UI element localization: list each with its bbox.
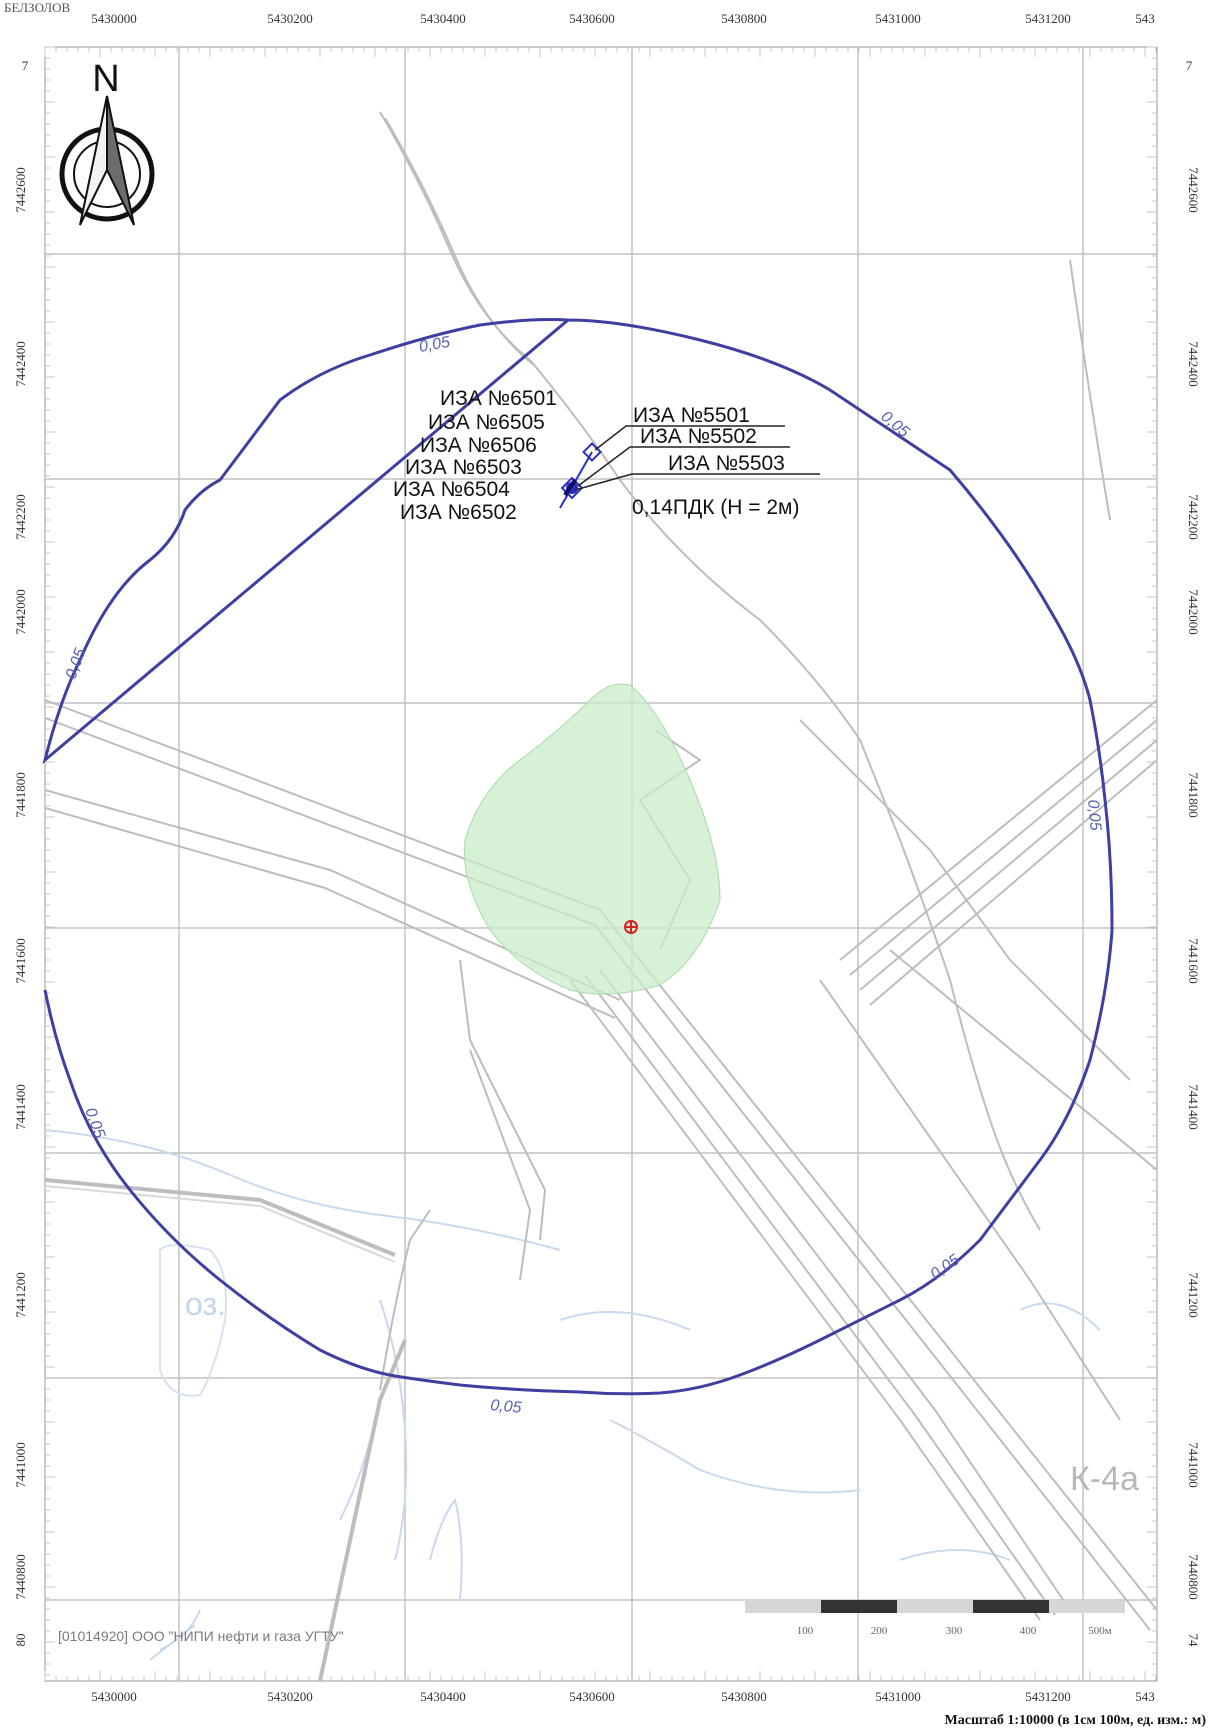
x-axis-tick-label: 5430400 bbox=[420, 1689, 466, 1704]
x-axis-tick-label: 5430800 bbox=[721, 1689, 767, 1704]
source-label: ИЗА №6501 bbox=[440, 387, 557, 410]
y-axis-tick-label: 7441800 bbox=[1186, 772, 1201, 818]
map-credit: [01014920] ООО "НИПИ нефти и газа УГТУ" bbox=[58, 1628, 344, 1644]
y-axis-tick-label: 7442600 bbox=[1186, 167, 1201, 213]
source-marker[interactable] bbox=[582, 442, 602, 462]
y-axis-tick-label: 7442600 bbox=[13, 167, 28, 213]
y-axis-partial-tick: 74 bbox=[1186, 1634, 1201, 1648]
max-concentration-point[interactable] bbox=[624, 920, 638, 934]
pollution-plume-area bbox=[463, 683, 721, 995]
isoline-label: 0,05 bbox=[418, 334, 452, 356]
y-axis-left-ticks: 7442600 7442400 7442200 7442000 7441800 74416… bbox=[13, 167, 28, 1600]
y-axis-partial-tick: 7 bbox=[22, 58, 29, 73]
x-axis-tick-label: 543 bbox=[1135, 11, 1155, 26]
y-axis-tick-label: 7441600 bbox=[13, 938, 28, 984]
source-label: ИЗА №5501 bbox=[633, 404, 750, 427]
y-axis-tick-label: 7442400 bbox=[13, 341, 28, 387]
north-arrow-compass-icon: N bbox=[59, 58, 155, 226]
scale-bar-label: 200 bbox=[871, 1625, 888, 1637]
lake-label: оз. bbox=[185, 1286, 226, 1322]
y-axis-partial-tick: 7 bbox=[1186, 58, 1193, 73]
scale-bar-label: 500м bbox=[1088, 1625, 1112, 1637]
x-axis-tick-label: 5431200 bbox=[1025, 1689, 1071, 1704]
x-axis-tick-label: 5431000 bbox=[875, 11, 921, 26]
x-axis-bottom-ticks: 5430000 5430200 5430400 5430600 5430800 54310… bbox=[91, 1689, 1155, 1704]
y-axis-tick-label: 7441600 bbox=[1186, 938, 1201, 984]
y-axis-tick-label: 7441400 bbox=[1186, 1084, 1201, 1130]
source-label: ИЗА №6505 bbox=[428, 411, 545, 434]
y-axis-tick-label: 7442400 bbox=[1186, 341, 1201, 387]
y-axis-tick-label: 7441200 bbox=[1186, 1272, 1201, 1318]
label-leaders bbox=[574, 425, 820, 491]
source-label: ИЗА №5503 bbox=[668, 452, 785, 475]
scale-caption: Масштаб 1:10000 (в 1см 100м, ед. изм.: м… bbox=[945, 1713, 1207, 1728]
water-features bbox=[44, 1129, 1101, 1661]
isoline-0-05 bbox=[42, 318, 1114, 1396]
y-axis-tick-label: 7442000 bbox=[13, 589, 28, 635]
source-labels-left: ИЗА №6501 ИЗА №6505 ИЗА №6506 ИЗА №6503 … bbox=[393, 387, 557, 524]
y-axis-tick-label: 7441000 bbox=[13, 1442, 28, 1488]
isoline-label: 0,05 bbox=[490, 1397, 523, 1417]
y-axis-tick-label: 7442200 bbox=[1186, 494, 1201, 540]
x-axis-tick-label: 5430200 bbox=[267, 1689, 313, 1704]
max-point-label: 0,14ПДК (Н = 2м) bbox=[632, 496, 799, 519]
x-axis-tick-label: 5431000 bbox=[875, 1689, 921, 1704]
y-axis-right-ticks: 7442600 7442400 7442200 7442000 7441800 74416… bbox=[1186, 167, 1201, 1600]
scale-bar: 100 200 300 400 500м bbox=[745, 1600, 1125, 1637]
x-axis-tick-label: 5430600 bbox=[569, 11, 615, 26]
x-axis-tick-label: 5430600 bbox=[569, 1689, 615, 1704]
x-axis-tick-label: 543 bbox=[1135, 1689, 1155, 1704]
x-axis-tick-label: 5430200 bbox=[267, 11, 313, 26]
block-label: К-4а bbox=[1070, 1460, 1139, 1498]
x-axis-tick-label: 5431200 bbox=[1025, 11, 1071, 26]
x-axis-tick-label: 5430000 bbox=[91, 1689, 137, 1704]
isoline-label: 0,05 bbox=[1084, 799, 1104, 832]
y-axis-tick-label: 7441000 bbox=[1186, 1442, 1201, 1488]
y-axis-tick-label: 7442000 bbox=[1186, 589, 1201, 635]
x-axis-tick-label: 5430400 bbox=[420, 11, 466, 26]
scale-bar-label: 300 bbox=[946, 1625, 963, 1637]
source-label: ИЗА №6502 bbox=[400, 501, 517, 524]
y-axis-tick-label: 7441200 bbox=[13, 1272, 28, 1318]
source-label: ИЗА №6503 bbox=[405, 456, 522, 479]
y-axis-tick-label: 7440800 bbox=[13, 1554, 28, 1600]
y-axis-tick-label: 7441400 bbox=[13, 1084, 28, 1130]
source-label: ИЗА №6504 bbox=[393, 478, 510, 501]
y-axis-partial-tick: 80 bbox=[13, 1634, 28, 1647]
x-axis-tick-label: 5430000 bbox=[91, 11, 137, 26]
y-axis-tick-label: 7441800 bbox=[13, 772, 28, 818]
scale-bar-label: 400 bbox=[1020, 1625, 1037, 1637]
y-axis-tick-label: 7442200 bbox=[13, 494, 28, 540]
y-axis-tick-label: 7440800 bbox=[1186, 1554, 1201, 1600]
north-letter: N bbox=[92, 58, 119, 100]
top-left-caption: БЕЛЗОЛОВ bbox=[4, 0, 71, 15]
scale-bar-label: 100 bbox=[797, 1625, 814, 1637]
source-label: ИЗА №5502 bbox=[640, 425, 757, 448]
x-axis-tick-label: 5430800 bbox=[721, 11, 767, 26]
source-label: ИЗА №6506 bbox=[420, 434, 537, 457]
x-axis-top-ticks: 5430000 5430200 5430400 5430600 5430800 54310… bbox=[91, 11, 1155, 26]
emission-sources[interactable] bbox=[559, 442, 602, 509]
source-labels-right: ИЗА №5501 ИЗА №5502 ИЗА №5503 bbox=[633, 404, 785, 475]
